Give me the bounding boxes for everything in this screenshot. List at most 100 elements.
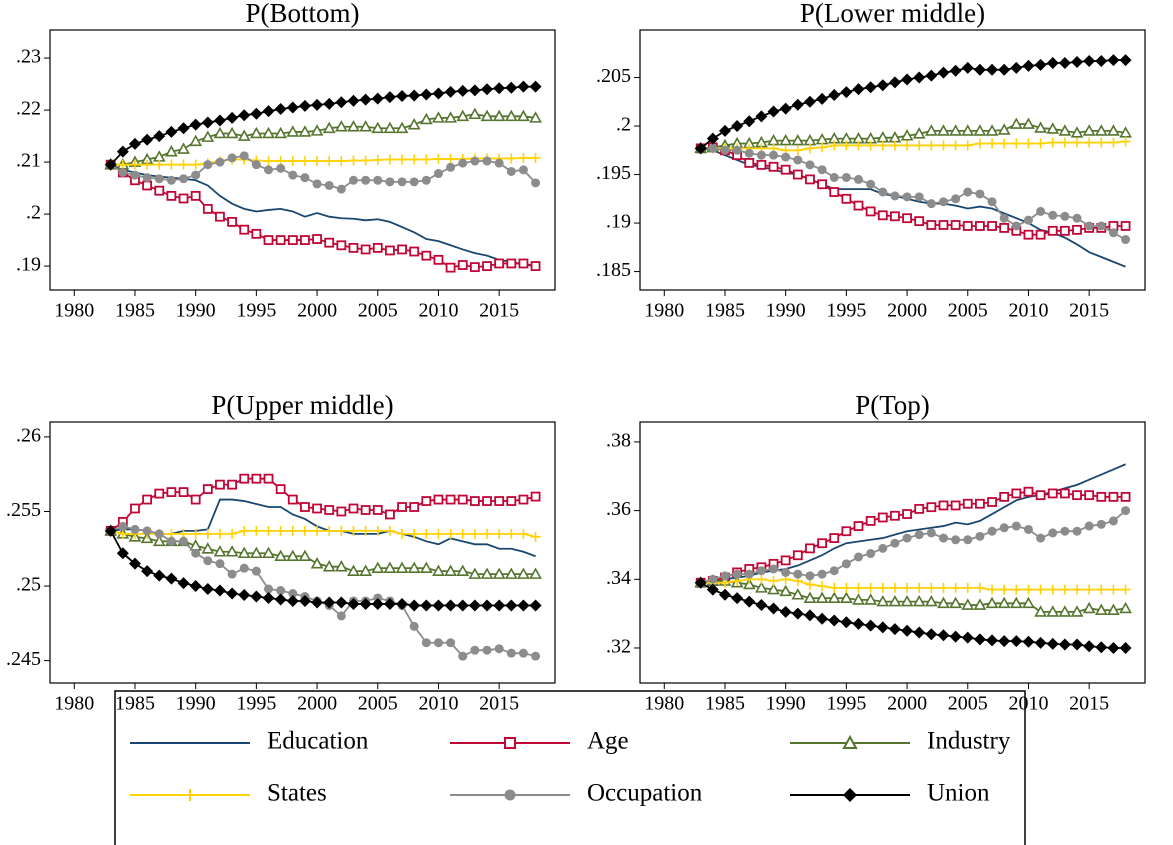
marker-triangle (985, 596, 999, 609)
marker-plus (312, 525, 323, 536)
marker-square (482, 496, 492, 506)
marker-square (178, 193, 189, 204)
marker-diamond (298, 99, 311, 112)
marker-square (914, 503, 925, 514)
marker-circle (938, 197, 948, 207)
marker-circle (118, 521, 128, 531)
marker-plus (336, 525, 347, 536)
marker-triangle (383, 121, 397, 134)
marker-plus (756, 574, 767, 585)
marker-circle (1084, 521, 1094, 531)
marker-diamond (937, 66, 950, 79)
marker-triangle (334, 120, 348, 132)
marker-square (154, 185, 165, 196)
legend-label: Union (927, 780, 990, 807)
legend-label: Occupation (587, 780, 703, 807)
marker-diamond (961, 631, 974, 644)
marker-diamond (743, 115, 756, 128)
marker-circle (1060, 211, 1070, 221)
marker-plus (829, 582, 840, 593)
marker-circle (494, 158, 504, 168)
x-tick-label: 2015 (479, 300, 519, 322)
marker-plus (926, 582, 937, 593)
marker-square (287, 235, 298, 245)
marker-triangle (1094, 124, 1108, 136)
marker-triangle (1046, 122, 1060, 134)
marker-diamond (1010, 635, 1023, 648)
marker-square (829, 533, 840, 543)
marker-diamond (517, 80, 530, 93)
y-tick-label: .22 (16, 98, 41, 120)
x-tick-label: 1985 (705, 693, 745, 715)
plot-frame (49, 421, 556, 684)
marker-square (756, 159, 767, 170)
marker-circle (191, 548, 201, 558)
marker-diamond (165, 572, 178, 585)
marker-triangle (973, 598, 987, 610)
marker-diamond (876, 79, 889, 92)
marker-circle (1072, 526, 1082, 536)
marker-plus (962, 140, 973, 151)
marker-square (482, 261, 492, 271)
marker-triangle (468, 567, 482, 579)
marker-circle (805, 160, 815, 170)
marker-triangle (165, 145, 178, 157)
marker-square (902, 509, 912, 519)
marker-circle (1072, 213, 1082, 223)
marker-triangle (961, 598, 975, 610)
marker-diamond (311, 98, 324, 111)
marker-plus (372, 155, 383, 165)
marker-square (853, 200, 864, 211)
marker-circle (179, 536, 189, 546)
marker-triangle (791, 133, 805, 146)
marker-triangle (755, 581, 768, 593)
marker-diamond (816, 92, 829, 105)
marker-plus (384, 525, 395, 536)
marker-plus (409, 154, 420, 165)
marker-diamond (1034, 58, 1047, 71)
marker-diamond (998, 63, 1011, 76)
marker-triangle (1082, 601, 1096, 614)
marker-square (841, 193, 852, 204)
marker-plus (360, 155, 371, 166)
marker-plus (853, 140, 864, 151)
marker-plus (530, 531, 541, 542)
marker-triangle (876, 594, 890, 607)
marker-circle (251, 160, 261, 170)
marker-triangle (1082, 124, 1096, 136)
marker-plus (853, 582, 864, 593)
marker-circle (805, 571, 815, 581)
marker-triangle (480, 567, 494, 579)
marker-square (421, 250, 432, 261)
marker-diamond (779, 605, 792, 618)
marker-diamond (840, 86, 853, 99)
marker-circle (518, 648, 528, 658)
marker-square (914, 216, 925, 227)
marker-diamond (1071, 638, 1084, 651)
marker-square (190, 190, 201, 201)
marker-plus (889, 140, 900, 151)
y-tick-label: .38 (606, 430, 631, 452)
marker-triangle (1009, 596, 1023, 609)
legend-marker (504, 737, 516, 749)
marker-triangle (444, 564, 457, 576)
marker-plus (1120, 136, 1131, 147)
marker-plus (397, 528, 408, 539)
marker-square (817, 538, 827, 549)
marker-circle (470, 645, 480, 655)
marker-square (469, 496, 480, 506)
marker-triangle (852, 593, 865, 605)
marker-plus (190, 528, 201, 539)
marker-circle (1121, 506, 1131, 516)
marker-square (877, 512, 888, 523)
marker-plus (817, 581, 828, 592)
marker-plus (950, 582, 961, 593)
marker-plus (445, 153, 456, 164)
marker-circle (409, 177, 419, 187)
marker-triangle (912, 594, 926, 607)
marker-square (433, 254, 444, 265)
marker-diamond (925, 69, 938, 82)
marker-triangle (997, 596, 1011, 609)
marker-square (287, 494, 298, 505)
